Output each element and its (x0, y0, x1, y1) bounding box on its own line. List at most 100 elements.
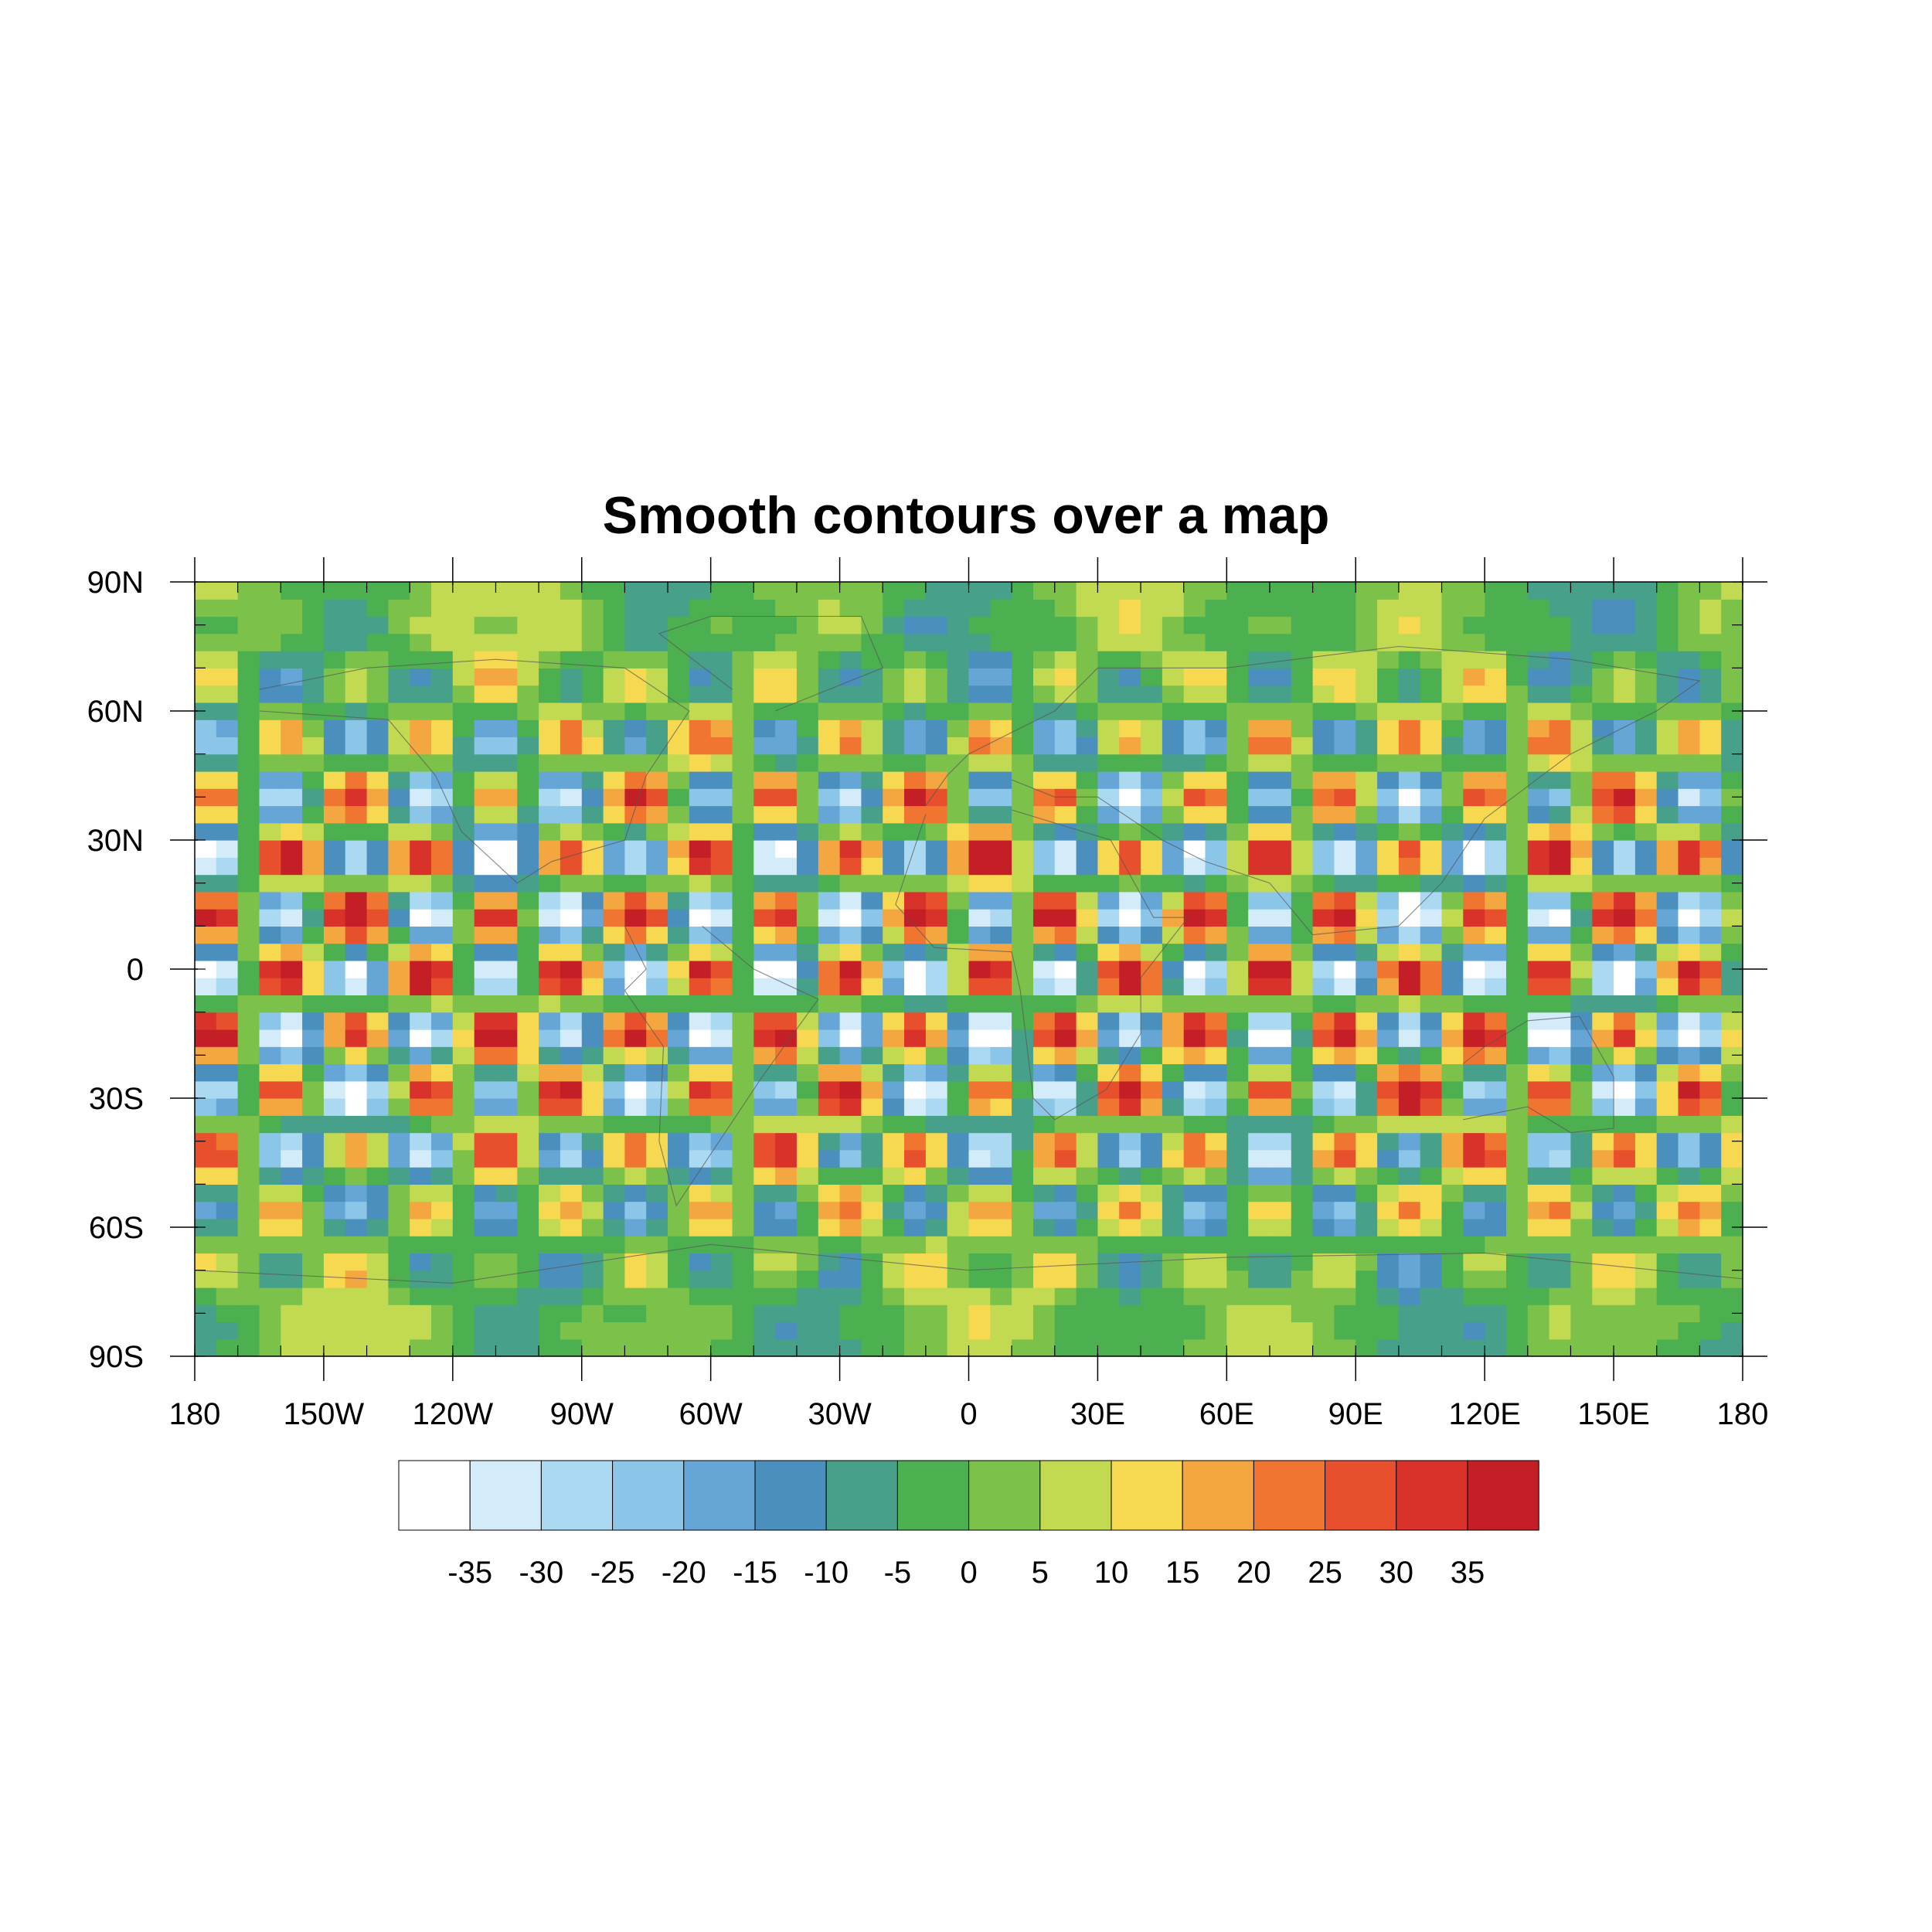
contour-cell (1334, 582, 1356, 600)
contour-cell (323, 995, 346, 1013)
contour-cell (1506, 736, 1529, 755)
contour-cell (753, 633, 776, 651)
contour-cell (495, 822, 518, 841)
contour-cell (452, 770, 475, 789)
contour-cell (753, 788, 776, 807)
contour-cell (474, 1063, 497, 1082)
contour-cell (1485, 1253, 1507, 1271)
contour-cell (1614, 1098, 1636, 1116)
contour-cell (1312, 668, 1335, 686)
contour-cell (1012, 1080, 1034, 1099)
contour-cell (689, 1046, 712, 1065)
contour-cell (495, 651, 518, 668)
contour-cell (1678, 1304, 1700, 1323)
contour-cell (1634, 805, 1658, 824)
contour-cell (1205, 1063, 1227, 1082)
contour-cell (732, 1321, 754, 1340)
contour-cell (753, 651, 776, 668)
contour-cell (861, 719, 883, 737)
contour-cell (517, 943, 539, 961)
contour-cell (474, 1012, 497, 1030)
contour-cell (1592, 1184, 1614, 1202)
contour-cell (925, 719, 948, 737)
contour-cell (990, 1115, 1012, 1134)
contour-cell (302, 995, 325, 1013)
contour-cell (990, 822, 1012, 841)
contour-cell (1162, 788, 1185, 807)
contour-cell (818, 1218, 841, 1236)
contour-cell (1699, 926, 1722, 944)
colorbar-label: 0 (960, 1556, 977, 1590)
contour-cell (1398, 1063, 1421, 1082)
contour-cell (195, 822, 217, 841)
contour-cell (1012, 685, 1034, 703)
contour-cell (1420, 943, 1443, 961)
contour-cell (1592, 1098, 1614, 1116)
contour-cell (861, 960, 883, 978)
contour-cell (1270, 1063, 1292, 1082)
contour-cell (237, 736, 260, 755)
contour-cell (668, 582, 690, 600)
contour-cell (345, 1167, 368, 1185)
contour-cell (388, 770, 410, 789)
contour-cell (1527, 719, 1550, 737)
contour-cell (1291, 1218, 1314, 1236)
contour-cell (388, 736, 410, 755)
contour-cell (732, 1063, 754, 1082)
contour-cell (1205, 926, 1227, 944)
contour-cell (689, 719, 712, 737)
contour-cell (818, 599, 841, 617)
contour-cell (237, 1304, 260, 1323)
contour-cell (431, 926, 454, 944)
contour-cell (1226, 891, 1249, 910)
contour-cell (883, 1184, 905, 1202)
contour-cell (1441, 1046, 1464, 1065)
contour-cell (474, 1098, 497, 1116)
contour-cell (1012, 599, 1034, 617)
contour-cell (624, 1304, 647, 1323)
contour-cell (237, 1149, 260, 1168)
contour-cell (410, 874, 432, 893)
contour-cell (517, 1184, 539, 1202)
coastline-path (624, 925, 819, 1207)
contour-cell (1592, 805, 1614, 824)
contour-cell (1506, 874, 1529, 893)
contour-cell (1678, 822, 1700, 841)
lon-tick-label: 60E (1199, 1397, 1254, 1431)
contour-cell (1527, 788, 1550, 807)
contour-cell (1141, 1287, 1163, 1305)
contour-cell (1377, 857, 1400, 876)
contour-cell (1119, 788, 1141, 807)
contour-cell (1614, 633, 1636, 651)
contour-cell (195, 1287, 217, 1305)
contour-cell (1398, 1218, 1421, 1236)
contour-cell (281, 668, 303, 686)
contour-cell (732, 616, 754, 634)
contour-cell (1119, 1321, 1141, 1340)
lon-tick-label: 90E (1328, 1397, 1383, 1431)
contour-cell (366, 874, 389, 893)
contour-cell (1226, 995, 1249, 1013)
contour-cell (1141, 909, 1163, 927)
contour-cell (775, 943, 798, 961)
contour-cell (281, 1201, 303, 1219)
contour-cell (1398, 582, 1421, 600)
contour-cell (1441, 1132, 1464, 1151)
contour-cell (195, 1236, 217, 1253)
contour-cell (495, 1115, 518, 1134)
contour-cell (883, 857, 905, 876)
contour-cell (1012, 719, 1034, 737)
contour-cell (818, 668, 841, 686)
contour-cell (581, 702, 604, 720)
contour-cell (861, 926, 883, 944)
contour-cell (839, 995, 862, 1013)
contour-cell (1141, 1080, 1163, 1099)
contour-cell (1334, 736, 1356, 755)
contour-cell (1441, 1270, 1464, 1288)
contour-cell (839, 633, 862, 651)
contour-cell (646, 960, 668, 978)
contour-cell (345, 1115, 368, 1134)
contour-cell (1549, 978, 1571, 995)
contour-cell (1721, 1098, 1743, 1116)
